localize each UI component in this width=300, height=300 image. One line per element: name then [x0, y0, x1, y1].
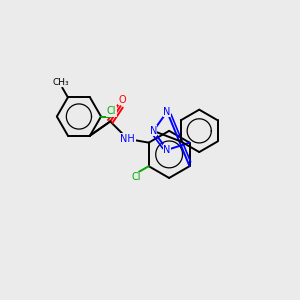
Text: NH: NH [120, 134, 135, 144]
Text: N: N [164, 145, 171, 155]
Text: Cl: Cl [106, 106, 116, 116]
Text: CH₃: CH₃ [52, 78, 69, 87]
Text: Cl: Cl [131, 172, 141, 182]
Text: N: N [150, 126, 157, 136]
Text: O: O [118, 95, 126, 105]
Text: N: N [164, 107, 171, 117]
